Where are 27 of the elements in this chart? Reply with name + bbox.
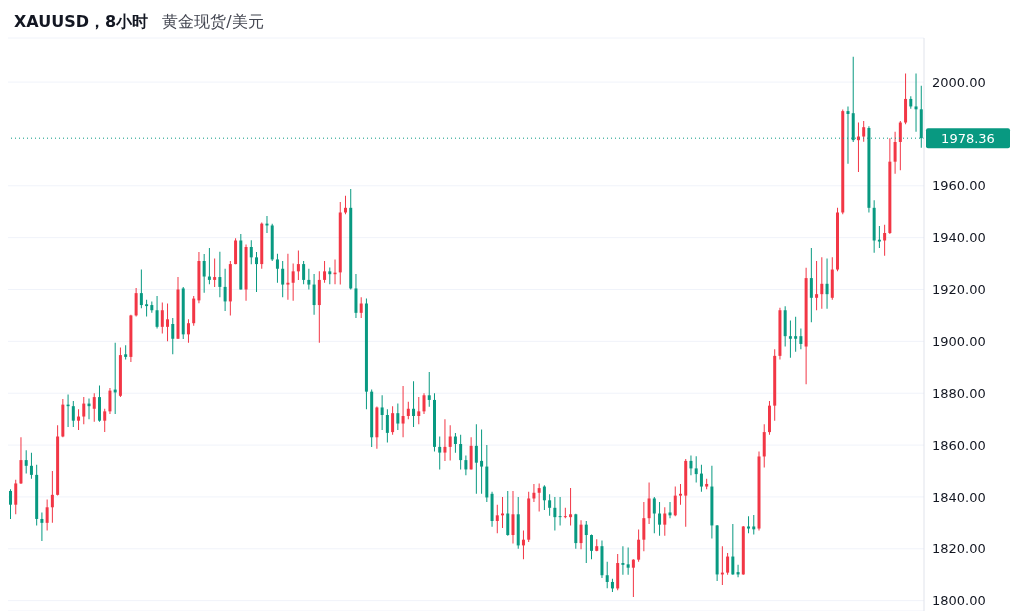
chart-subtitle: 黄金现货/美元 <box>162 12 264 33</box>
y-tick-label: 1880.00 <box>932 385 986 401</box>
candlestick <box>563 507 567 519</box>
candlestick <box>558 496 562 526</box>
chart-title: XAUUSD，8小时 <box>14 12 149 33</box>
y-tick-label: 1860.00 <box>932 437 986 453</box>
candlestick <box>621 546 625 575</box>
candlestick <box>569 488 573 526</box>
y-tick-label: 1940.00 <box>932 230 986 246</box>
candlestick <box>480 429 484 494</box>
candlestick <box>286 253 290 300</box>
y-tick-label: 1800.00 <box>932 593 986 609</box>
candlestick <box>213 258 217 287</box>
candlestick <box>207 248 211 285</box>
y-tick-label: 1900.00 <box>932 333 986 349</box>
candlestick <box>794 316 798 352</box>
y-tick-label: 1960.00 <box>932 178 986 194</box>
y-tick-label: 1920.00 <box>932 282 986 298</box>
candlestick <box>788 320 792 358</box>
ref-line-label: 1978.36 <box>941 131 995 147</box>
y-tick-label: 1840.00 <box>932 489 986 505</box>
candlestick <box>914 73 918 132</box>
candlestick <box>815 260 819 311</box>
candlestick <box>877 225 881 249</box>
y-tick-label: 1820.00 <box>932 541 986 557</box>
y-tick-label: 2000.00 <box>932 74 986 90</box>
candlestick <box>678 483 682 505</box>
